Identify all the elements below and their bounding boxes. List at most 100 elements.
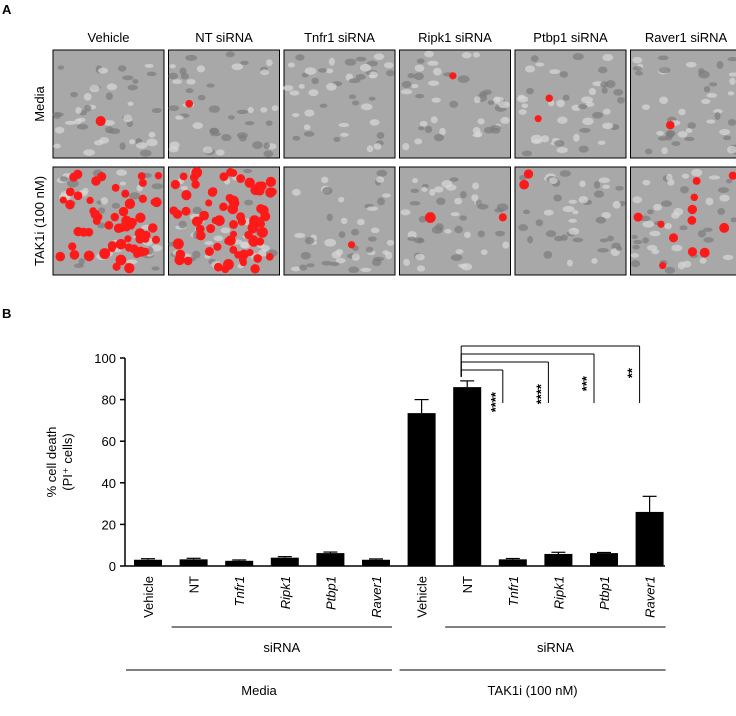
cell xyxy=(659,97,668,104)
pi-cell xyxy=(118,243,125,250)
pi-cell xyxy=(155,172,162,179)
cell xyxy=(70,92,78,97)
cell xyxy=(607,235,614,241)
pi-cell xyxy=(266,253,274,261)
cell xyxy=(631,235,637,239)
y-tick-label: 20 xyxy=(102,517,116,532)
x-tick-label: NT xyxy=(187,576,202,593)
cell xyxy=(703,237,713,243)
cell xyxy=(573,210,579,214)
cell xyxy=(483,90,492,95)
y-axis-label: % cell death xyxy=(44,427,59,498)
cell xyxy=(517,96,528,103)
pi-cell xyxy=(74,227,83,236)
cell xyxy=(105,126,113,133)
pi-cell xyxy=(139,195,147,203)
cell xyxy=(454,198,462,205)
cell xyxy=(568,219,577,223)
cell xyxy=(428,80,439,85)
cell xyxy=(651,249,659,254)
cell xyxy=(136,142,147,149)
cell xyxy=(519,109,527,115)
cell xyxy=(120,182,126,186)
cell xyxy=(53,144,61,149)
sig-stars: *** xyxy=(579,375,594,391)
cell xyxy=(698,230,706,237)
cell xyxy=(418,126,424,130)
bar xyxy=(225,561,253,566)
cell xyxy=(292,136,300,141)
cell xyxy=(632,196,642,203)
cell xyxy=(425,126,433,133)
pi-cell xyxy=(176,250,186,260)
cell xyxy=(243,169,252,173)
cell xyxy=(424,51,434,58)
cell xyxy=(412,178,418,183)
pi-cell xyxy=(205,199,212,206)
y-axis-label: (PI⁺ cells) xyxy=(60,433,75,490)
x-tick-label: NT xyxy=(460,576,475,593)
cell xyxy=(168,73,178,80)
y-tick-label: 100 xyxy=(94,351,116,366)
cell xyxy=(411,84,419,88)
cell xyxy=(340,133,349,137)
cell xyxy=(557,147,568,153)
cell xyxy=(374,143,382,150)
pi-cell xyxy=(257,227,268,238)
cell xyxy=(541,135,549,142)
pi-cell xyxy=(719,223,729,233)
cell xyxy=(671,141,680,146)
cell xyxy=(642,104,650,110)
pi-cell xyxy=(182,207,191,216)
pi-cell xyxy=(99,248,110,259)
cell xyxy=(642,180,650,186)
cell xyxy=(554,140,565,146)
bar xyxy=(453,387,481,566)
cell xyxy=(79,258,85,265)
cell xyxy=(367,206,378,211)
cell xyxy=(578,104,587,109)
cell xyxy=(686,62,697,68)
cell xyxy=(326,83,337,91)
cell xyxy=(434,134,444,141)
cell xyxy=(572,238,583,243)
cell xyxy=(329,58,335,66)
cell xyxy=(292,189,301,196)
cell xyxy=(631,253,639,258)
pi-cell xyxy=(229,220,238,229)
cell xyxy=(594,190,604,197)
cell xyxy=(645,149,652,155)
cell xyxy=(55,127,65,134)
bar xyxy=(271,558,299,566)
cell xyxy=(368,236,377,241)
cell xyxy=(709,175,720,179)
x-tick-label: Raver1 xyxy=(643,576,658,618)
pi-cell xyxy=(449,72,456,79)
cell xyxy=(653,204,662,211)
cell xyxy=(527,236,533,243)
cell xyxy=(149,132,156,138)
pi-cell xyxy=(224,237,231,244)
cell xyxy=(339,231,346,238)
pi-cell xyxy=(209,187,217,195)
cell xyxy=(101,197,109,205)
cell xyxy=(376,170,387,177)
cell xyxy=(658,56,669,61)
cell xyxy=(684,137,694,141)
pi-cell xyxy=(519,180,529,190)
cell xyxy=(417,58,425,63)
pi-cell xyxy=(196,231,205,240)
cell xyxy=(301,252,311,260)
group-label: siRNA xyxy=(537,640,574,655)
cell xyxy=(488,100,495,105)
cell xyxy=(327,214,333,222)
cell xyxy=(705,198,713,206)
cell xyxy=(371,228,380,234)
cell xyxy=(172,79,182,84)
bar xyxy=(316,553,344,566)
pi-cell xyxy=(700,248,710,258)
group-label: siRNA xyxy=(263,640,300,655)
cell xyxy=(659,67,671,73)
